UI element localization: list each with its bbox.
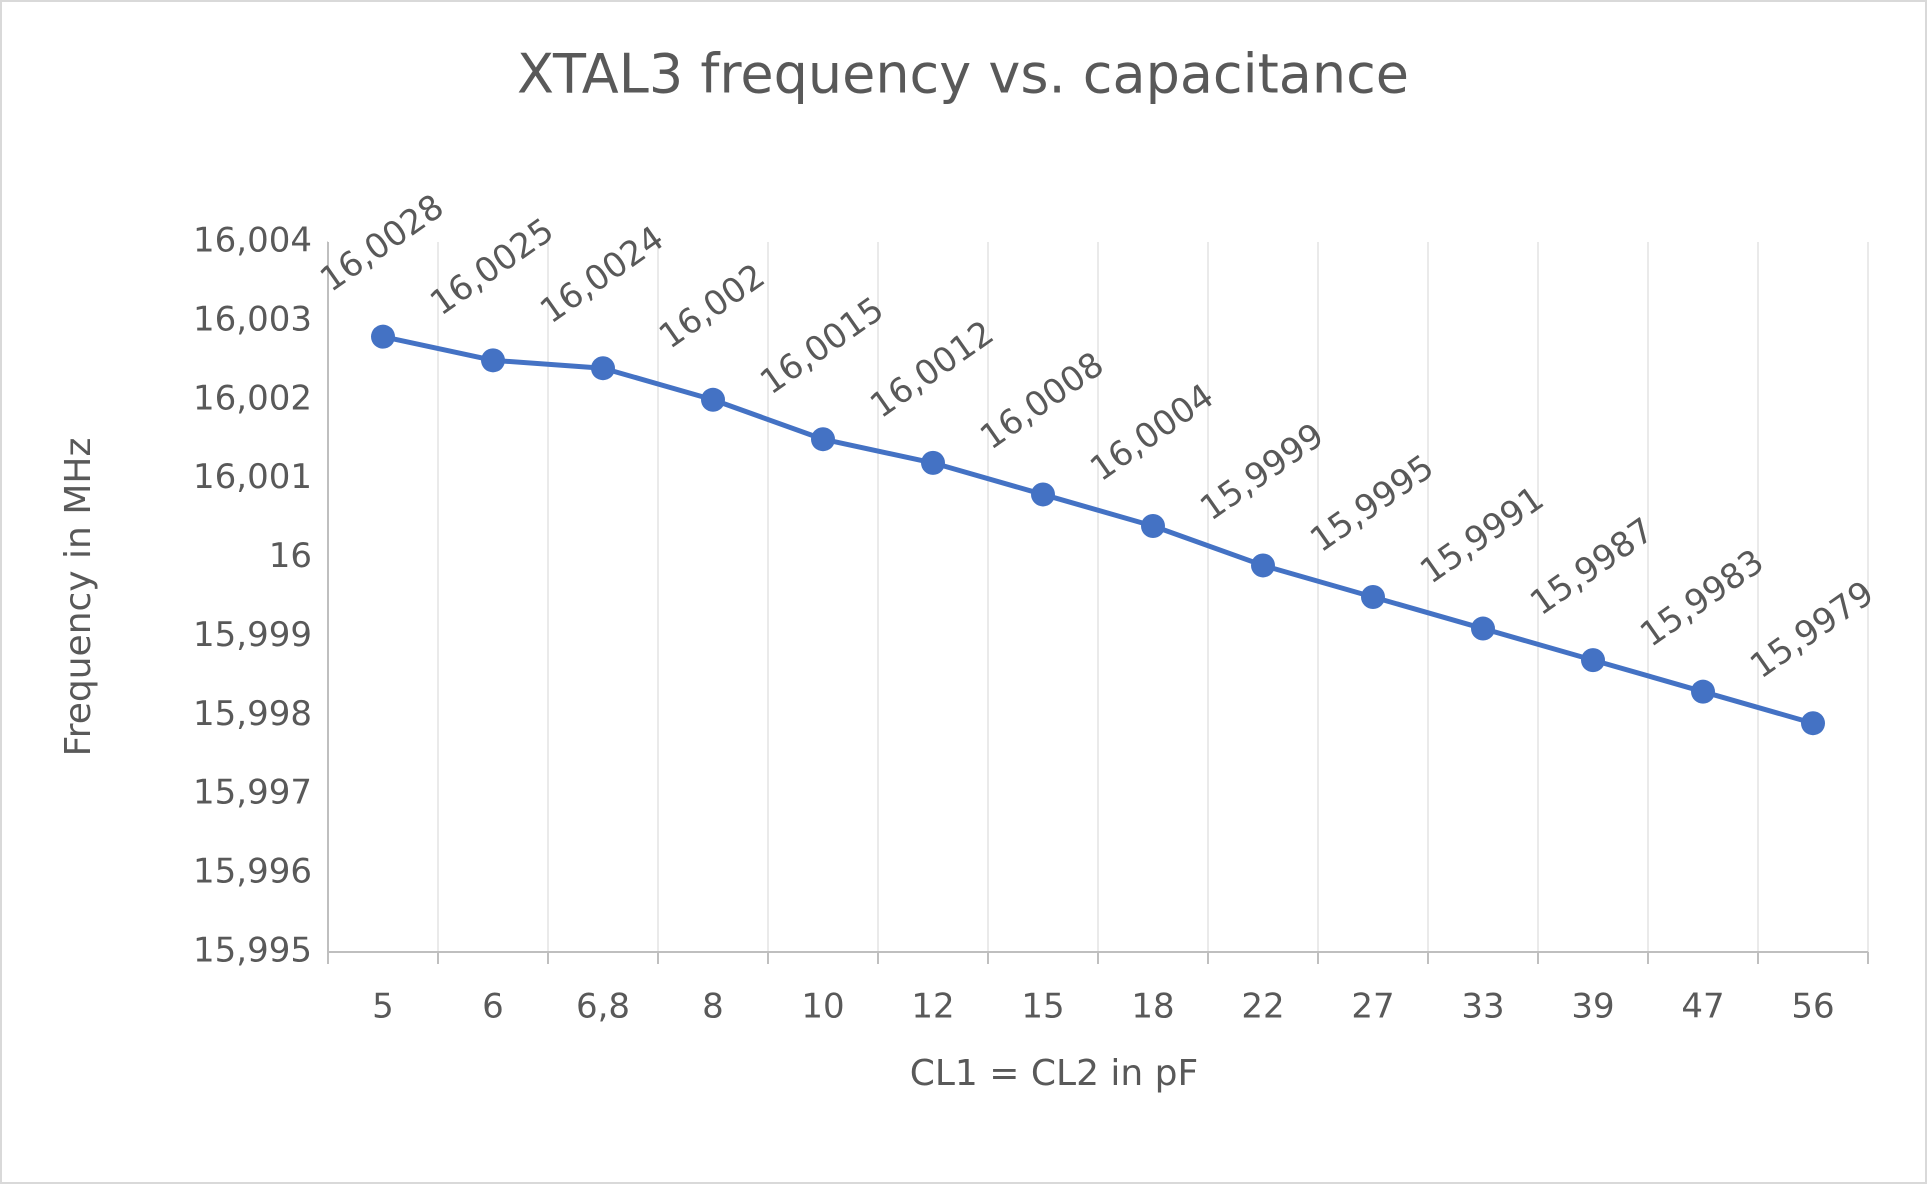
x-tick-label: 5 — [372, 987, 394, 1027]
x-axis-title: CL1 = CL2 in pF — [910, 1053, 1199, 1094]
data-point — [1251, 553, 1275, 578]
data-point — [1471, 616, 1495, 641]
data-point — [481, 348, 505, 373]
x-tick-label: 6 — [482, 987, 504, 1027]
x-tick-label: 27 — [1351, 987, 1394, 1027]
y-tick-label: 16,003 — [193, 299, 312, 339]
data-point — [921, 450, 945, 475]
data-point — [701, 387, 725, 412]
x-tick-label: 22 — [1241, 987, 1284, 1027]
x-tick-label: 10 — [801, 987, 844, 1027]
x-tick-label: 47 — [1681, 987, 1724, 1027]
y-tick-label: 16,001 — [193, 457, 312, 497]
data-point — [1361, 585, 1385, 609]
y-axis-title: Frequency in MHz — [58, 438, 99, 757]
x-tick-label: 56 — [1791, 987, 1834, 1027]
data-point — [1691, 679, 1715, 704]
y-tick-label: 16 — [269, 536, 312, 576]
y-tick-label: 15,999 — [193, 615, 312, 655]
y-tick-label: 16,004 — [193, 221, 312, 261]
x-tick-label: 39 — [1571, 987, 1614, 1027]
y-tick-label: 15,998 — [193, 694, 312, 734]
x-tick-label: 6,8 — [576, 987, 630, 1027]
y-tick-label: 15,996 — [193, 852, 312, 892]
data-point — [591, 356, 615, 381]
data-point — [1581, 648, 1605, 673]
y-tick-label: 15,997 — [193, 773, 312, 813]
x-tick-label: 18 — [1131, 987, 1174, 1027]
data-point — [371, 324, 395, 349]
y-tick-label: 16,002 — [193, 378, 312, 418]
data-point — [1801, 711, 1825, 736]
x-tick-label: 8 — [702, 987, 724, 1027]
chart-title: XTAL3 frequency vs. capacitance — [517, 43, 1409, 106]
x-tick-label: 12 — [911, 987, 954, 1027]
x-tick-label: 33 — [1461, 987, 1504, 1027]
data-point — [1031, 482, 1055, 507]
series-line — [382, 334, 1814, 726]
data-point — [811, 427, 835, 452]
y-tick-label: 15,995 — [193, 931, 312, 971]
x-tick-label: 15 — [1021, 987, 1064, 1027]
data-point — [1141, 514, 1165, 538]
